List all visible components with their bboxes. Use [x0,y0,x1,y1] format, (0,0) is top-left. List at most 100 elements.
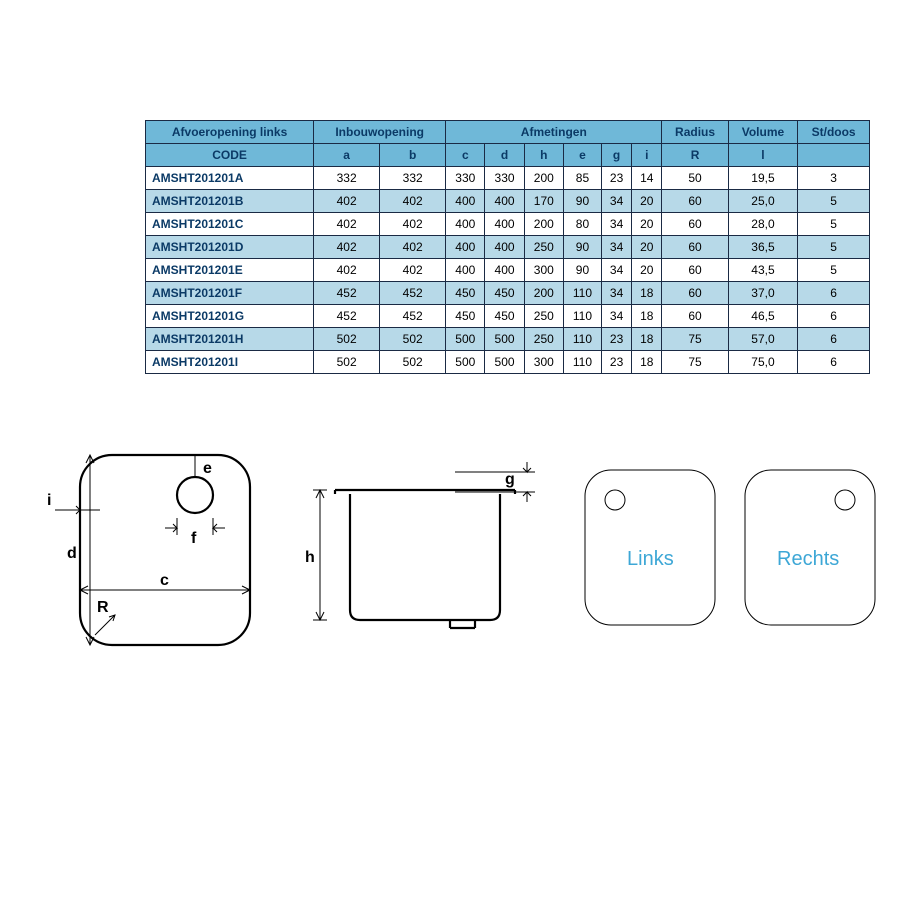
col-group-code-title: Afvoeropening links [146,121,314,144]
col-l: l [728,144,798,167]
cell-R: 50 [662,167,728,190]
cell-st: 5 [798,213,870,236]
cell-c: 400 [446,236,485,259]
cell-d: 400 [485,236,524,259]
cell-d: 450 [485,282,524,305]
diagram-rechts: Rechts [735,460,885,640]
cell-g: 23 [601,351,631,374]
diagram-links: Links [575,460,725,640]
cell-d: 500 [485,351,524,374]
cell-b: 402 [380,236,446,259]
cell-b: 402 [380,213,446,236]
cell-code: AMSHT201201B [146,190,314,213]
cell-c: 500 [446,328,485,351]
table-row: AMSHT201201H50250250050025011023187557,0… [146,328,870,351]
cell-c: 450 [446,305,485,328]
cell-R: 75 [662,351,728,374]
cell-g: 34 [601,305,631,328]
cell-e: 85 [563,167,601,190]
col-group-inbouw: Inbouwopening [314,121,446,144]
cell-b: 402 [380,190,446,213]
cell-c: 400 [446,190,485,213]
cell-e: 110 [563,351,601,374]
label-f: f [191,530,197,547]
col-group-afmetingen: Afmetingen [446,121,662,144]
cell-st: 6 [798,351,870,374]
cell-g: 34 [601,236,631,259]
cell-h: 300 [524,351,563,374]
cell-l: 75,0 [728,351,798,374]
col-group-volume: Volume [728,121,798,144]
cell-h: 250 [524,305,563,328]
col-c: c [446,144,485,167]
cell-l: 28,0 [728,213,798,236]
spec-table-wrap: Afvoeropening links Inbouwopening Afmeti… [145,120,870,374]
cell-b: 332 [380,167,446,190]
cell-R: 60 [662,282,728,305]
cell-g: 23 [601,328,631,351]
col-d: d [485,144,524,167]
cell-l: 36,5 [728,236,798,259]
cell-d: 500 [485,328,524,351]
cell-a: 502 [314,328,380,351]
col-e: e [563,144,601,167]
cell-h: 250 [524,236,563,259]
cell-i: 20 [632,190,662,213]
cell-e: 110 [563,305,601,328]
cell-i: 20 [632,213,662,236]
cell-l: 43,5 [728,259,798,282]
cell-code: AMSHT201201I [146,351,314,374]
cell-l: 37,0 [728,282,798,305]
diagrams: e f i d c R [45,430,865,690]
cell-b: 452 [380,282,446,305]
label-c: c [160,572,169,589]
diagram-side-view: g h [305,460,535,660]
cell-a: 402 [314,190,380,213]
cell-c: 500 [446,351,485,374]
cell-st: 5 [798,236,870,259]
cell-code: AMSHT201201H [146,328,314,351]
cell-code: AMSHT201201A [146,167,314,190]
cell-g: 23 [601,167,631,190]
label-g: g [505,471,515,488]
label-rechts: Rechts [777,548,839,570]
cell-code: AMSHT201201G [146,305,314,328]
cell-h: 200 [524,213,563,236]
cell-st: 3 [798,167,870,190]
label-h: h [305,549,315,566]
col-b: b [380,144,446,167]
cell-code: AMSHT201201F [146,282,314,305]
cell-h: 250 [524,328,563,351]
cell-i: 18 [632,328,662,351]
cell-d: 400 [485,213,524,236]
label-i: i [47,492,51,509]
cell-e: 90 [563,190,601,213]
table-row: AMSHT201201D4024024004002509034206036,55 [146,236,870,259]
cell-code: AMSHT201201C [146,213,314,236]
cell-h: 170 [524,190,563,213]
cell-i: 18 [632,305,662,328]
cell-st: 5 [798,259,870,282]
table-row: AMSHT201201A3323323303302008523145019,53 [146,167,870,190]
cell-c: 450 [446,282,485,305]
spec-table: Afvoeropening links Inbouwopening Afmeti… [145,120,870,374]
label-e: e [203,460,212,477]
col-group-stdoos: St/doos [798,121,870,144]
cell-d: 400 [485,190,524,213]
cell-a: 332 [314,167,380,190]
cell-d: 450 [485,305,524,328]
cell-e: 80 [563,213,601,236]
cell-st: 6 [798,328,870,351]
cell-a: 402 [314,259,380,282]
cell-b: 402 [380,259,446,282]
cell-c: 330 [446,167,485,190]
col-R: R [662,144,728,167]
cell-st: 6 [798,305,870,328]
cell-b: 502 [380,351,446,374]
cell-e: 110 [563,328,601,351]
label-links: Links [627,548,674,570]
cell-g: 34 [601,190,631,213]
cell-d: 400 [485,259,524,282]
diagram-top-view: e f i d c R [45,440,275,670]
cell-a: 402 [314,213,380,236]
